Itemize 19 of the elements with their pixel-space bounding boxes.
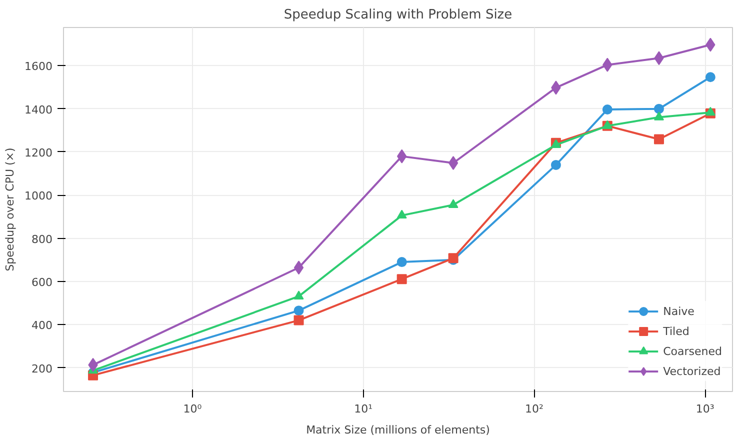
x-axis-title: Matrix Size (millions of elements) xyxy=(306,424,490,436)
y-tick-label: 200 xyxy=(32,362,53,376)
y-tick-label: 1200 xyxy=(24,146,53,160)
y-axis-title: Speedup over CPU (×) xyxy=(4,148,17,272)
y-tick-label: 1600 xyxy=(24,60,53,74)
x-tick-label: 10¹ xyxy=(354,402,373,416)
legend-label: Tiled xyxy=(663,324,690,338)
x-tick-label: 10³ xyxy=(696,402,714,416)
y-tick-label: 1400 xyxy=(24,103,53,116)
y-tick-label: 600 xyxy=(32,276,53,289)
y-tick-label: 400 xyxy=(32,319,53,332)
x-tick-label: 10⁰ xyxy=(183,402,202,416)
chart-title: Speedup Scaling with Problem Size xyxy=(284,8,512,22)
legend-label: Naive xyxy=(663,304,694,318)
x-tick-label: 10² xyxy=(525,402,544,416)
y-tick-label: 800 xyxy=(32,232,53,246)
y-tick-label: 1000 xyxy=(24,190,53,203)
legend-label: Coarsened xyxy=(663,344,722,358)
legend-label: Vectorized xyxy=(663,364,721,378)
